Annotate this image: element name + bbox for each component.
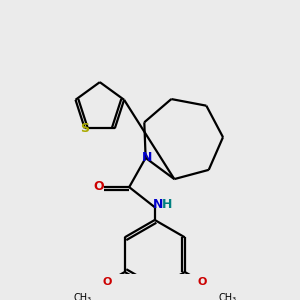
Text: H: H [161, 198, 172, 211]
Text: O: O [197, 277, 207, 287]
Text: N: N [142, 151, 153, 164]
Text: O: O [103, 277, 112, 287]
Text: O: O [94, 180, 104, 193]
Text: S: S [80, 122, 89, 135]
Text: N: N [153, 198, 164, 211]
Text: CH₃: CH₃ [73, 293, 91, 300]
Text: CH₃: CH₃ [218, 293, 236, 300]
